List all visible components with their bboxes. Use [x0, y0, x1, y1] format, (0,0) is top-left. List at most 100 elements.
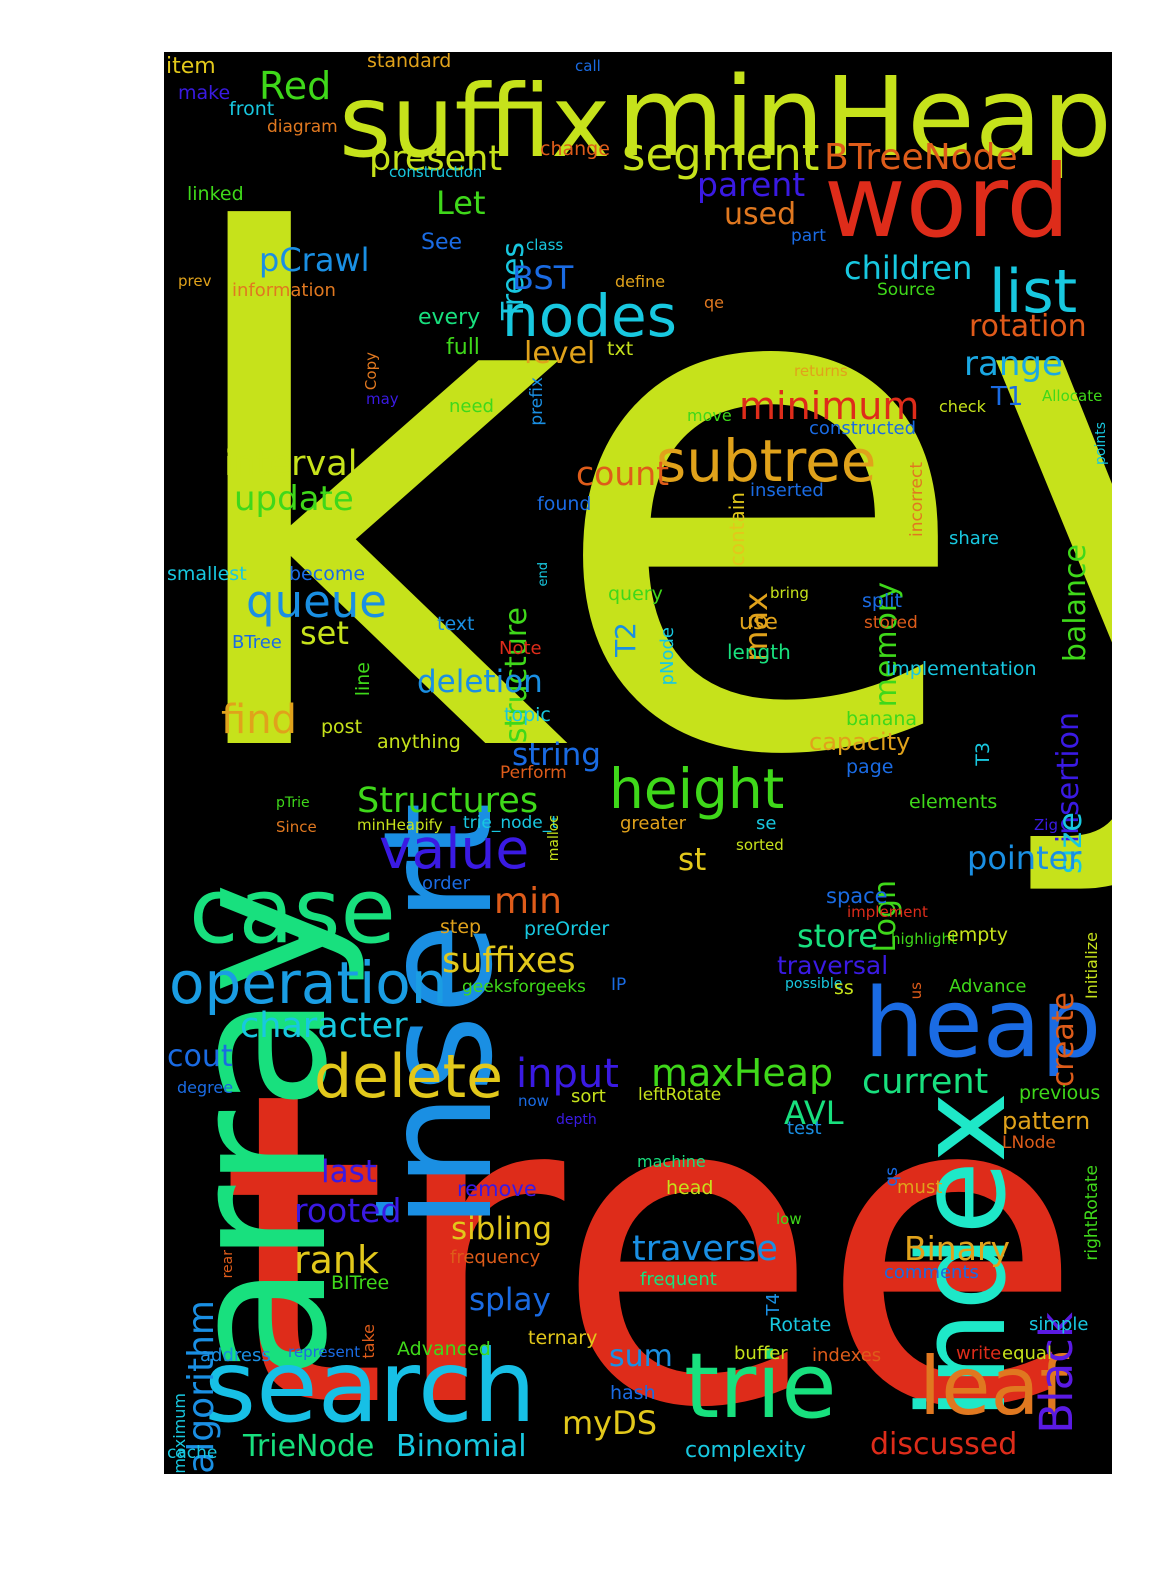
- word-geeksforgeeks: geeksforgeeks: [462, 977, 586, 997]
- word-every: every: [418, 305, 481, 330]
- word-segment: segment: [622, 128, 820, 181]
- word-update: update: [234, 479, 354, 519]
- word-lnode: LNode: [1002, 1133, 1056, 1153]
- word-used: used: [724, 197, 797, 232]
- word-cout: cout: [167, 1039, 233, 1074]
- word-must: must: [897, 1177, 943, 1198]
- word-end: end: [536, 562, 551, 587]
- word-returns: returns: [794, 362, 848, 380]
- word-set: set: [300, 614, 349, 652]
- word-front: front: [229, 98, 275, 120]
- word-t4: T4: [763, 1293, 784, 1316]
- word-store: store: [797, 917, 878, 955]
- word-heap: heap: [864, 969, 1102, 1079]
- word-construction: construction: [389, 163, 483, 181]
- word-indexes: indexes: [812, 1345, 882, 1366]
- word-banana: banana: [846, 708, 918, 730]
- word-zig: Zig: [1034, 816, 1058, 834]
- word-post: post: [321, 716, 363, 738]
- word-key: key: [164, 94, 1112, 909]
- word-comments: comments: [884, 1262, 979, 1283]
- word-frequency: frequency: [450, 1247, 541, 1268]
- word-trienode: TrieNode: [243, 1429, 375, 1464]
- word-call: call: [575, 57, 601, 75]
- word-incorrect: incorrect: [907, 462, 927, 538]
- word-minheapify: minHeapify: [357, 816, 443, 834]
- word-binomial: Binomial: [396, 1429, 527, 1464]
- word-case: case: [189, 859, 396, 964]
- word-qe: qe: [704, 293, 724, 312]
- word-st: st: [678, 842, 707, 878]
- word-last: last: [321, 1154, 377, 1190]
- word-order: order: [422, 873, 470, 894]
- word-minimum: minimum: [739, 384, 920, 428]
- word-maxheap: maxHeap: [651, 1051, 834, 1095]
- word-suffix: suffix: [339, 63, 611, 180]
- word-need: need: [449, 396, 494, 417]
- word-red: Red: [259, 64, 332, 108]
- word-subtree: subtree: [656, 427, 877, 495]
- word-previous: previous: [1019, 1082, 1101, 1104]
- word-advanced: Advanced: [397, 1338, 491, 1360]
- word-note: Note: [499, 638, 542, 659]
- word-min: min: [494, 881, 562, 922]
- word-use: use: [739, 610, 778, 635]
- word-children: children: [844, 249, 973, 287]
- word-avl: AVL: [784, 1094, 844, 1132]
- word-remove: remove: [457, 1177, 537, 1201]
- word-btree: BTree: [232, 632, 282, 653]
- word-depth: depth: [556, 1112, 597, 1128]
- word-bring: bring: [770, 584, 809, 602]
- word-ip: IP: [611, 975, 627, 995]
- word-t3: T3: [972, 742, 994, 766]
- word-sibling: sibling: [451, 1211, 552, 1247]
- word-standard: standard: [367, 52, 452, 72]
- word-diagram: diagram: [267, 117, 338, 137]
- word-txt: txt: [607, 338, 634, 360]
- word-rooted: rooted: [294, 1191, 402, 1230]
- word-complexity: complexity: [685, 1438, 806, 1463]
- word-rotation: rotation: [969, 309, 1087, 344]
- word-linked: linked: [187, 183, 244, 205]
- word-possible: possible: [785, 976, 843, 992]
- word-anything: anything: [377, 731, 461, 753]
- word-delete: delete: [314, 1042, 504, 1112]
- word-present: present: [369, 139, 503, 179]
- word-source: Source: [877, 280, 936, 300]
- word-myds: myDS: [562, 1404, 658, 1442]
- word-now: now: [518, 1092, 549, 1110]
- word-change: change: [540, 138, 610, 160]
- word-balance: balance: [1058, 544, 1093, 663]
- word-height: height: [609, 757, 785, 821]
- word-copy: Copy: [362, 352, 380, 391]
- word-make: make: [178, 82, 231, 104]
- word-nodes: nodes: [502, 282, 677, 350]
- word-value: value: [379, 817, 530, 881]
- word-trie: trie: [684, 1334, 837, 1439]
- word-query: query: [608, 583, 663, 605]
- word-discussed: discussed: [870, 1427, 1018, 1462]
- word-contain: contain: [725, 492, 749, 567]
- word-initialize: Initialize: [1082, 932, 1101, 999]
- word-input: input: [516, 1051, 619, 1097]
- word-let: Let: [436, 184, 486, 222]
- word-ternary: ternary: [528, 1327, 598, 1349]
- word-character: character: [240, 1006, 408, 1046]
- word-test: test: [787, 1118, 822, 1139]
- word-capacity: capacity: [809, 728, 911, 756]
- word-step: step: [440, 916, 482, 938]
- word-bitree: BITree: [331, 1272, 390, 1294]
- word-greater: greater: [620, 813, 687, 834]
- word-queue: queue: [246, 575, 387, 628]
- word-suffixes: suffixes: [442, 941, 576, 981]
- word-perform: Perform: [500, 763, 567, 783]
- word-rank: rank: [294, 1238, 379, 1282]
- word-address: address: [200, 1345, 271, 1366]
- word-current: current: [862, 1062, 989, 1102]
- word-find: find: [221, 697, 297, 743]
- word-head: head: [666, 1177, 714, 1199]
- word-operation: operation: [169, 949, 448, 1017]
- word-rightrotate: rightRotate: [1082, 1165, 1102, 1261]
- word-binary: Binary: [904, 1229, 1011, 1268]
- word-sum: sum: [609, 1339, 673, 1374]
